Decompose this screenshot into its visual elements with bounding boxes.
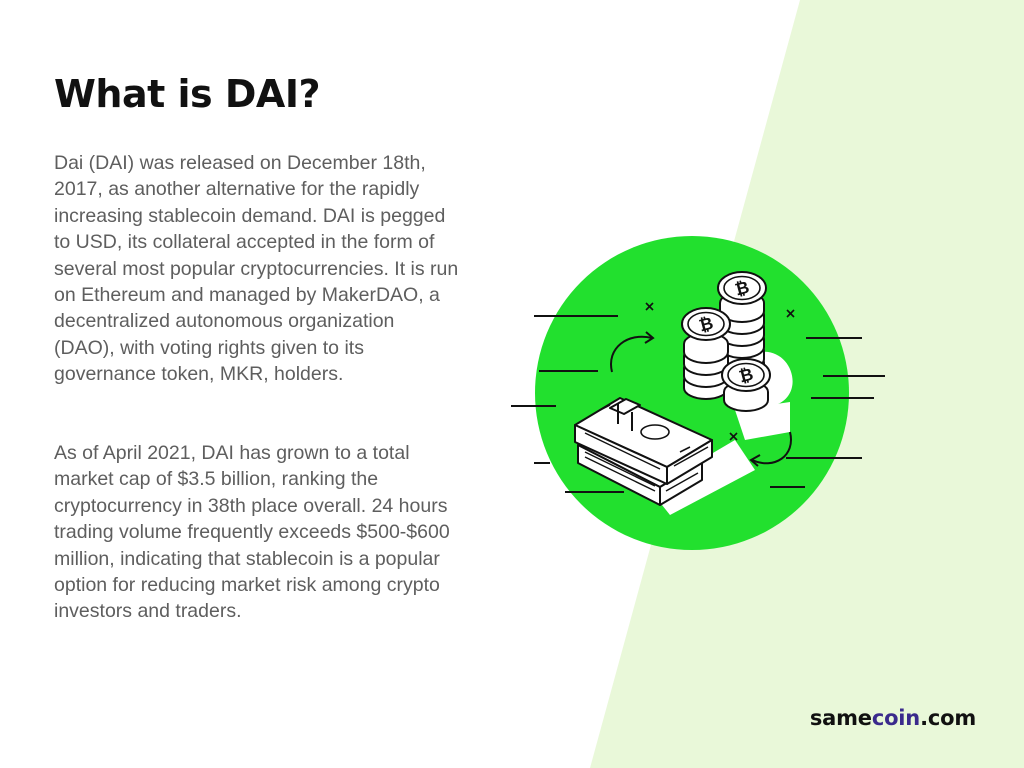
crypto-illustration: ₿ [511, 236, 885, 550]
motion-lines [511, 315, 885, 493]
circular-arrow-icon [610, 331, 792, 467]
bitcoin-coin-stack-icon [721, 358, 771, 412]
intro-paragraph: Dai (DAI) was released on December 18th,… [54, 152, 459, 386]
brand-accent: coin [871, 706, 921, 730]
sparkle-marks [645, 302, 795, 441]
page-title: What is DAI? [54, 72, 321, 116]
cash-bundle-icon [574, 397, 713, 506]
brand-logo[interactable]: samecoin.com [810, 706, 976, 730]
bitcoin-coin-stack-icon [681, 307, 731, 400]
brand-suffix: .com [920, 706, 976, 730]
market-paragraph: As of April 2021, DAI has grown to a tot… [54, 442, 450, 623]
brand-prefix: same [809, 706, 872, 730]
